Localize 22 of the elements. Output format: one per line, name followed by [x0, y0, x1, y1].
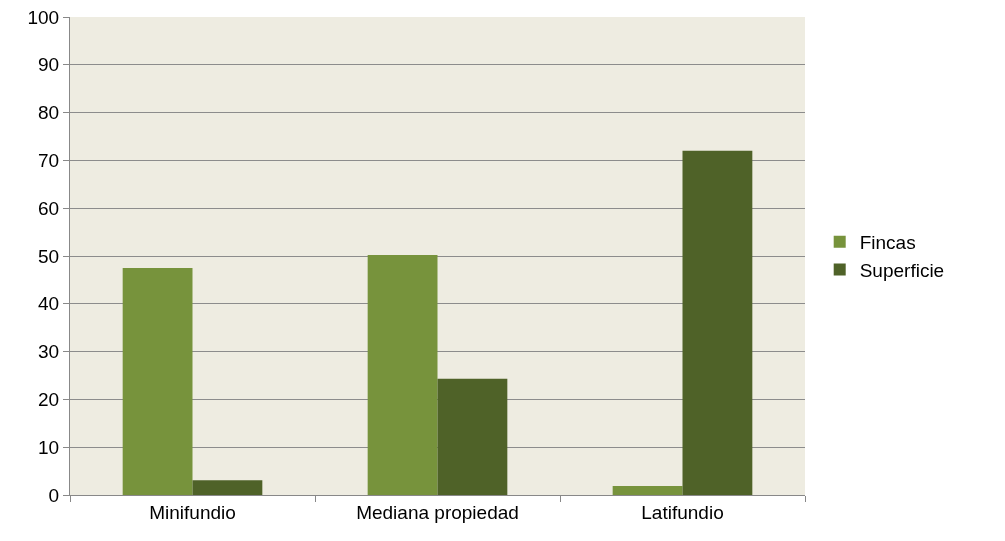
- y-tick-label: 50: [38, 245, 60, 267]
- y-tick-label: 20: [38, 389, 60, 411]
- bar: [682, 150, 753, 495]
- y-tick-label: 0: [48, 484, 60, 506]
- legend-label: Fincas: [859, 232, 916, 254]
- y-tick-label: 30: [38, 341, 60, 363]
- bar: [192, 480, 263, 495]
- bar: [122, 267, 193, 495]
- y-tick-label: 60: [38, 197, 60, 219]
- x-tick-label: Minifundio: [149, 501, 236, 523]
- bar: [367, 255, 438, 495]
- bar: [612, 485, 683, 495]
- y-tick-label: 90: [38, 54, 60, 76]
- legend-label: Superficie: [859, 259, 945, 281]
- y-tick-label: 70: [38, 150, 60, 172]
- y-tick-label: 40: [38, 293, 60, 315]
- bar: [437, 378, 508, 495]
- x-tick-label: Latifundio: [641, 501, 724, 523]
- y-tick-label: 100: [27, 6, 60, 28]
- y-tick-label: 80: [38, 102, 60, 124]
- x-tick-label: Mediana propiedad: [356, 501, 519, 523]
- y-tick-label: 10: [38, 436, 60, 458]
